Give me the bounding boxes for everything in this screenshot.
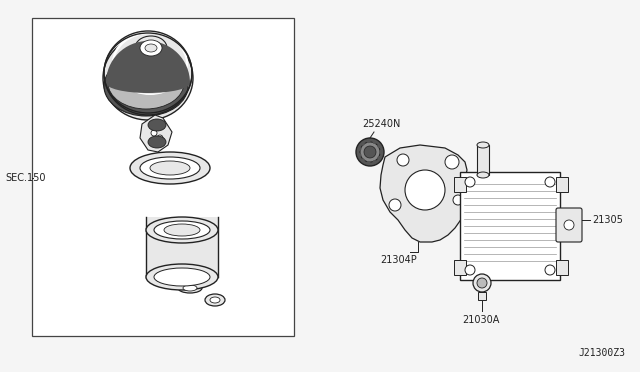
- Ellipse shape: [477, 142, 489, 148]
- Ellipse shape: [148, 136, 166, 148]
- Ellipse shape: [183, 285, 197, 291]
- Bar: [146, 217, 218, 277]
- Bar: [32, 18, 294, 336]
- Ellipse shape: [130, 152, 210, 184]
- Polygon shape: [140, 115, 172, 152]
- Circle shape: [157, 135, 163, 141]
- Bar: [454, 177, 466, 192]
- Polygon shape: [380, 145, 470, 242]
- Circle shape: [379, 150, 383, 154]
- Circle shape: [445, 155, 459, 169]
- Circle shape: [379, 150, 383, 154]
- Ellipse shape: [140, 157, 200, 179]
- Ellipse shape: [135, 36, 167, 60]
- Ellipse shape: [112, 31, 188, 95]
- Circle shape: [372, 160, 376, 164]
- Ellipse shape: [477, 172, 489, 178]
- Ellipse shape: [154, 268, 210, 286]
- Ellipse shape: [103, 36, 193, 120]
- Circle shape: [465, 265, 475, 275]
- Circle shape: [364, 146, 376, 158]
- Circle shape: [367, 161, 371, 165]
- Circle shape: [477, 278, 487, 288]
- Bar: [478, 292, 486, 300]
- Circle shape: [360, 142, 380, 162]
- Text: 21030A: 21030A: [462, 315, 499, 325]
- Ellipse shape: [104, 56, 188, 116]
- Circle shape: [405, 170, 445, 210]
- Text: 21304P: 21304P: [380, 255, 417, 265]
- Circle shape: [465, 177, 475, 187]
- FancyBboxPatch shape: [556, 208, 582, 242]
- Circle shape: [372, 140, 376, 144]
- Text: J21300Z3: J21300Z3: [578, 348, 625, 358]
- Text: 25240N: 25240N: [362, 119, 401, 129]
- Circle shape: [545, 177, 555, 187]
- Ellipse shape: [106, 73, 190, 93]
- Bar: [556, 260, 568, 275]
- Circle shape: [358, 147, 362, 151]
- Ellipse shape: [154, 221, 210, 239]
- Circle shape: [397, 154, 409, 166]
- Text: 21305: 21305: [592, 215, 623, 225]
- Text: SEC.150: SEC.150: [5, 173, 45, 183]
- Bar: [454, 260, 466, 275]
- Ellipse shape: [210, 297, 220, 303]
- Ellipse shape: [140, 40, 162, 56]
- Ellipse shape: [164, 224, 200, 236]
- Bar: [556, 177, 568, 192]
- Circle shape: [453, 195, 463, 205]
- Bar: [460, 172, 560, 280]
- Circle shape: [356, 138, 384, 166]
- Ellipse shape: [146, 264, 218, 290]
- Ellipse shape: [108, 57, 184, 109]
- Ellipse shape: [114, 34, 186, 94]
- Circle shape: [377, 144, 381, 148]
- Ellipse shape: [150, 161, 190, 175]
- Circle shape: [151, 130, 157, 136]
- Ellipse shape: [178, 283, 202, 293]
- Ellipse shape: [145, 44, 157, 52]
- Circle shape: [473, 274, 491, 292]
- Circle shape: [367, 139, 371, 143]
- Wedge shape: [106, 41, 190, 83]
- Ellipse shape: [205, 294, 225, 306]
- Circle shape: [361, 158, 365, 162]
- Circle shape: [358, 153, 362, 157]
- Circle shape: [564, 220, 574, 230]
- Ellipse shape: [146, 217, 218, 243]
- Circle shape: [377, 156, 381, 160]
- Circle shape: [361, 142, 365, 146]
- Bar: [477, 145, 489, 175]
- Ellipse shape: [148, 119, 166, 131]
- Circle shape: [389, 199, 401, 211]
- Circle shape: [545, 265, 555, 275]
